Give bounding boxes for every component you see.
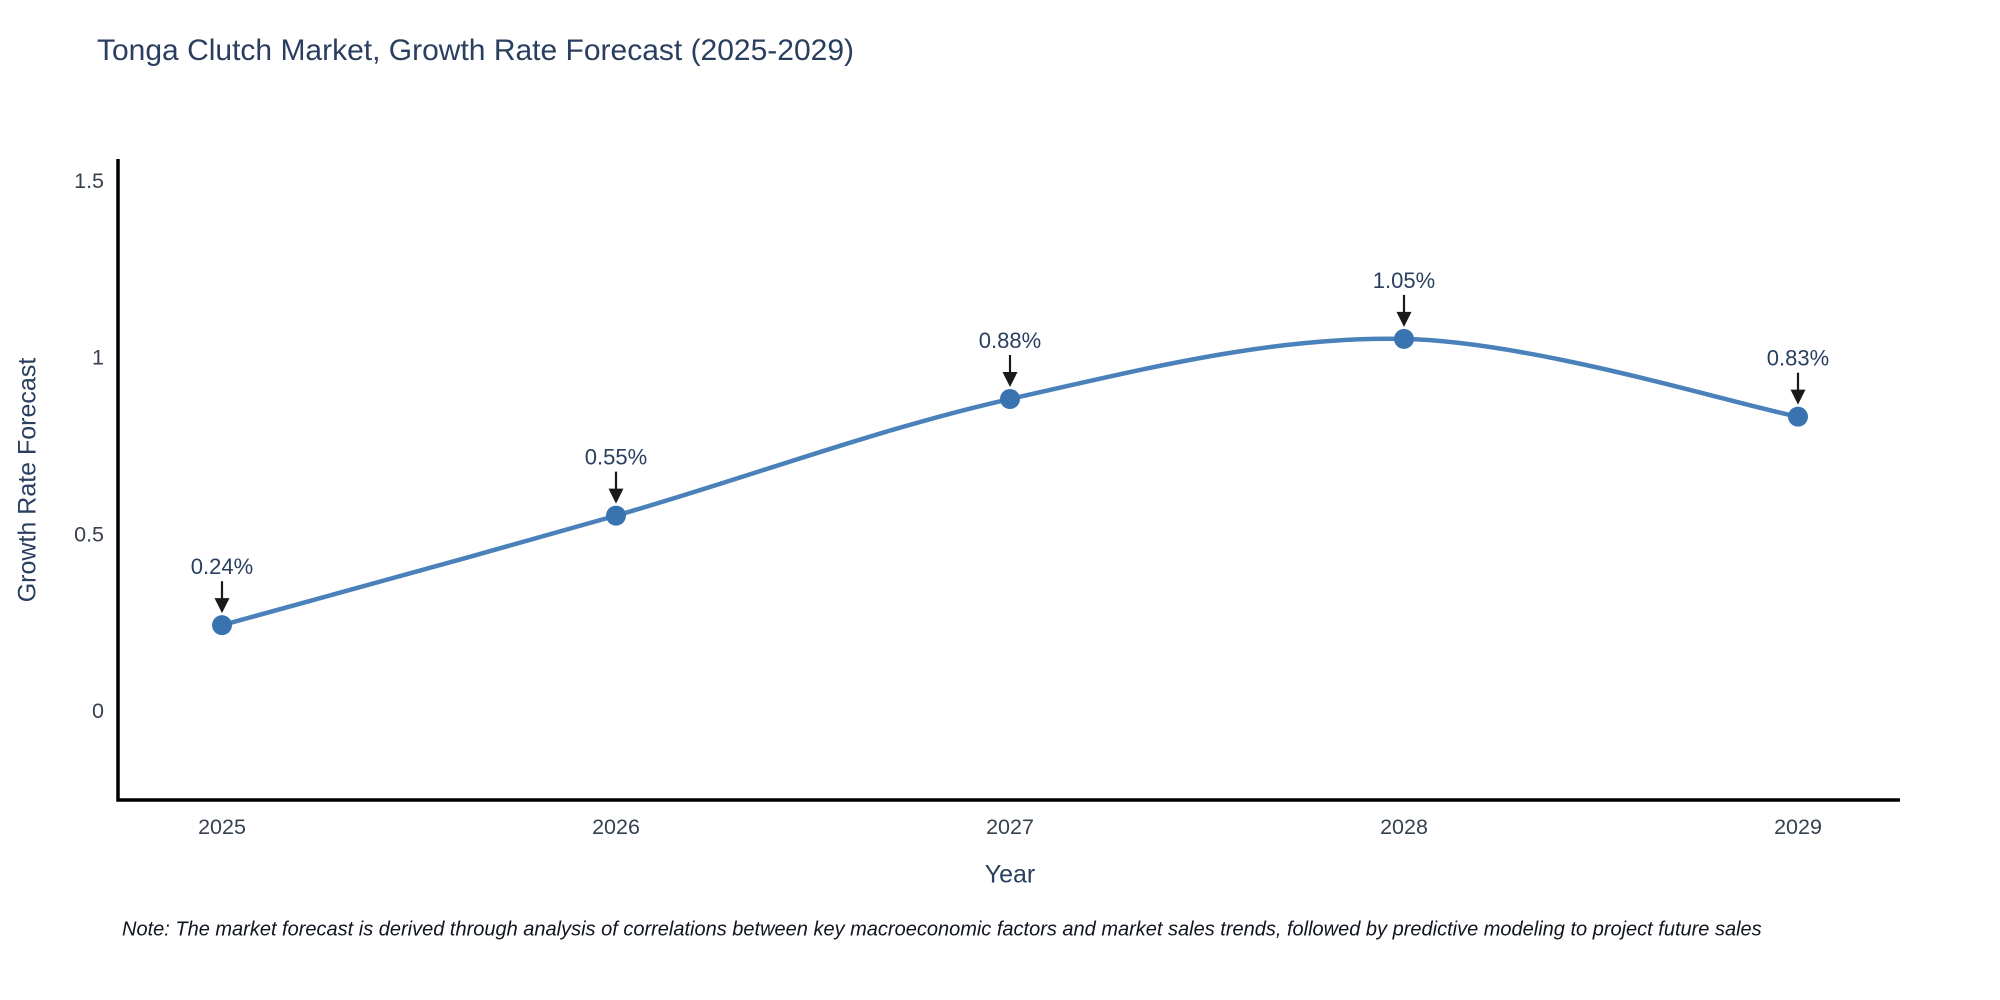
point-label-2026: 0.55% — [585, 445, 647, 470]
x-tick-label: 2027 — [986, 815, 1034, 839]
annotation-arrowhead — [214, 598, 230, 614]
y-tick-label: 0.5 — [74, 522, 104, 546]
y-tick-label: 0 — [92, 699, 104, 723]
footnote: Note: The market forecast is derived thr… — [122, 918, 1762, 941]
annotation-arrowhead — [608, 488, 624, 504]
point-label-2025: 0.24% — [191, 554, 253, 579]
x-tick-label: 2029 — [1774, 815, 1822, 839]
annotation-arrowhead — [1790, 389, 1806, 405]
data-point-2027 — [1000, 389, 1020, 410]
point-label-2027: 0.88% — [979, 328, 1041, 353]
x-tick-label: 2028 — [1380, 815, 1428, 839]
data-point-2025 — [212, 615, 232, 636]
chart-title: Tonga Clutch Market, Growth Rate Forecas… — [97, 34, 855, 67]
axis-lines — [116, 159, 1900, 802]
x-axis-title: Year — [984, 860, 1036, 889]
annotation-arrowhead — [1396, 311, 1412, 327]
data-point-2029 — [1788, 406, 1808, 427]
point-label-2028: 1.05% — [1373, 268, 1435, 293]
y-tick-label: 1.5 — [74, 169, 104, 193]
x-tick-label: 2025 — [198, 815, 246, 839]
annotation-arrowhead — [1002, 372, 1018, 388]
x-tick-label: 2026 — [592, 815, 640, 839]
data-point-2026 — [606, 505, 626, 526]
data-point-2028 — [1394, 328, 1414, 349]
point-label-2029: 0.83% — [1767, 346, 1829, 371]
y-tick-label: 1 — [92, 346, 104, 370]
